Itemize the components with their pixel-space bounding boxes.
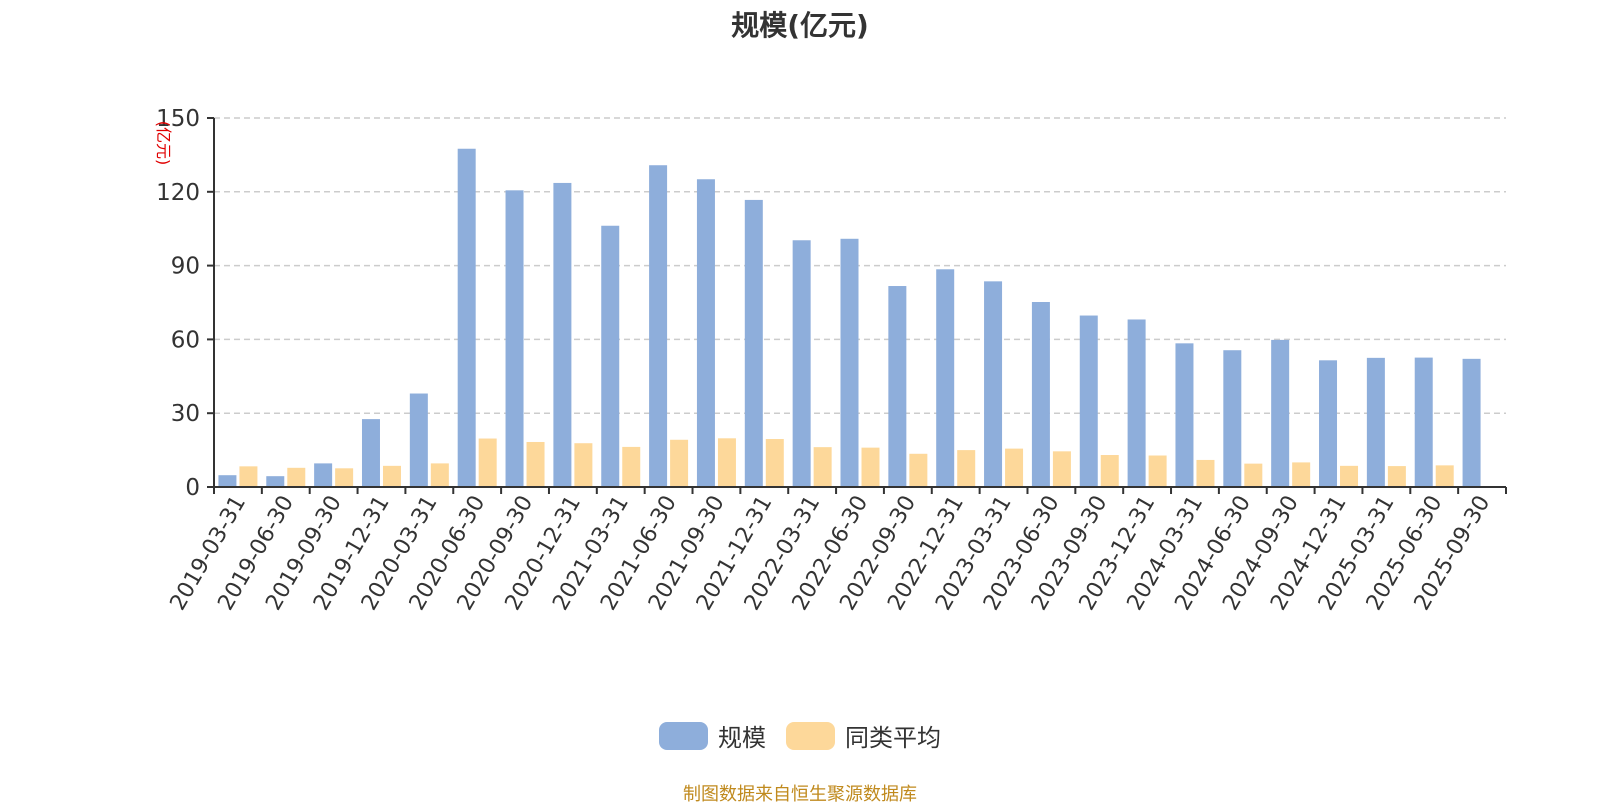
bar-peer-average bbox=[765, 439, 784, 487]
bar-scale bbox=[553, 182, 572, 487]
chart-title: 规模(亿元) bbox=[731, 9, 869, 42]
bar-scale bbox=[1271, 339, 1290, 487]
bar-peer-average bbox=[574, 443, 593, 487]
bar-peer-average bbox=[287, 467, 306, 487]
bar-peer-average bbox=[957, 450, 976, 487]
bar-scale bbox=[409, 393, 428, 487]
legend-swatch-scale bbox=[659, 721, 708, 750]
bar-scale bbox=[361, 419, 380, 487]
bar-scale bbox=[1462, 358, 1481, 487]
bar-scale bbox=[601, 225, 620, 488]
bar-peer-average bbox=[1100, 455, 1119, 487]
bar-peer-average bbox=[1148, 455, 1167, 487]
bar-peer-average bbox=[1292, 462, 1311, 487]
y-tick-label: 0 bbox=[185, 475, 200, 501]
legend-swatch-peer-average bbox=[786, 721, 835, 750]
bar-scale bbox=[1127, 319, 1146, 487]
bar-peer-average bbox=[1196, 459, 1215, 487]
legend-item-scale[interactable]: 规模 bbox=[659, 718, 766, 753]
bar-peer-average bbox=[909, 453, 928, 487]
bar-scale bbox=[266, 476, 285, 487]
y-tick-label: 30 bbox=[171, 401, 200, 427]
bar-scale bbox=[984, 281, 1003, 487]
bar-peer-average bbox=[478, 438, 497, 487]
y-tick-label: 150 bbox=[156, 106, 200, 132]
legend: 规模 同类平均 bbox=[0, 718, 1600, 753]
bar-scale bbox=[744, 199, 763, 487]
bar-peer-average bbox=[526, 441, 545, 487]
bar-peer-average bbox=[1052, 451, 1071, 487]
bar-scale bbox=[696, 179, 715, 487]
axes bbox=[207, 117, 1507, 494]
bar-scale bbox=[1223, 350, 1242, 487]
y-tick-label: 90 bbox=[171, 254, 200, 280]
bar-scale bbox=[888, 286, 907, 487]
bar-scale bbox=[792, 240, 811, 487]
legend-label-scale: 规模 bbox=[718, 724, 766, 752]
bar-scale bbox=[1031, 302, 1050, 487]
bar-scale bbox=[505, 190, 524, 487]
bar-peer-average bbox=[1340, 465, 1359, 487]
bar-group bbox=[218, 148, 1481, 488]
bar-scale bbox=[457, 148, 476, 487]
bar-scale bbox=[840, 238, 859, 487]
bar-peer-average bbox=[430, 463, 449, 487]
bar-scale bbox=[649, 165, 668, 487]
bar-peer-average bbox=[335, 468, 354, 487]
bar-scale bbox=[1414, 357, 1433, 487]
bar-peer-average bbox=[861, 447, 880, 487]
bar-scale bbox=[1319, 360, 1338, 487]
y-tick-label: 60 bbox=[171, 327, 200, 353]
data-source-footer: 制图数据来自恒生聚源数据库 bbox=[683, 784, 917, 805]
legend-item-peer-average[interactable]: 同类平均 bbox=[786, 718, 941, 753]
bar-scale bbox=[1079, 315, 1098, 487]
bar-scale bbox=[936, 269, 955, 487]
bar-peer-average bbox=[813, 447, 832, 487]
bar-scale bbox=[218, 475, 237, 487]
bar-peer-average bbox=[670, 439, 689, 487]
bar-peer-average bbox=[717, 438, 736, 487]
bar-scale bbox=[1366, 357, 1385, 487]
bar-peer-average bbox=[1435, 465, 1454, 487]
tick-labels: 0306090120150(亿元)2019-03-312019-06-30201… bbox=[154, 106, 1495, 615]
bar-peer-average bbox=[1244, 463, 1263, 487]
bar-peer-average bbox=[1005, 448, 1024, 487]
bar-scale bbox=[1175, 343, 1194, 487]
bar-scale bbox=[314, 463, 333, 487]
y-tick-label: 120 bbox=[156, 180, 200, 206]
grid-lines bbox=[214, 117, 1506, 414]
bar-peer-average bbox=[239, 466, 258, 487]
bar-peer-average bbox=[622, 446, 641, 487]
legend-label-peer-average: 同类平均 bbox=[845, 724, 941, 752]
y-axis-label: (亿元) bbox=[154, 121, 173, 166]
bar-peer-average bbox=[382, 465, 401, 487]
bar-peer-average bbox=[1387, 466, 1406, 487]
